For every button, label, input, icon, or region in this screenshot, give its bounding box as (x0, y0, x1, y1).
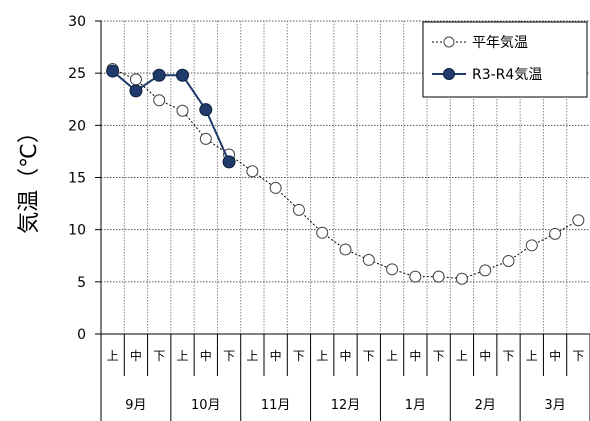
data-point-actual (176, 68, 189, 82)
month-label: 12月 (331, 398, 361, 413)
data-point-normal (129, 73, 142, 86)
y-tick-label: 0 (77, 327, 86, 343)
y-tick-label: 30 (68, 14, 86, 30)
data-point-normal (386, 263, 399, 276)
x-category-label: 中 (339, 348, 351, 363)
x-category-label: 下 (293, 349, 305, 363)
legend-marker (443, 36, 455, 48)
legend: 平年気温 R3-R4気温 (422, 21, 588, 98)
y-axis-label: 気温（℃） (17, 121, 42, 234)
data-point-actual (106, 64, 120, 78)
axes (95, 20, 590, 421)
data-point-normal (455, 272, 468, 285)
data-point-actual (199, 103, 213, 117)
x-category-label: 上 (107, 349, 119, 363)
x-category-label: 中 (200, 348, 212, 363)
x-category-label: 下 (363, 349, 375, 363)
y-tick-label: 20 (68, 118, 86, 134)
x-category-label: 中 (409, 348, 421, 363)
x-category-label: 上 (316, 349, 328, 363)
series-group (106, 62, 585, 285)
legend-marker (443, 68, 455, 80)
month-label: 11月 (261, 398, 291, 413)
x-category-label: 上 (526, 349, 538, 363)
month-label: 3月 (544, 398, 565, 413)
x-category-label: 上 (456, 349, 468, 363)
data-point-normal (432, 270, 445, 283)
month-label: 9月 (125, 398, 146, 413)
data-point-normal (199, 132, 212, 145)
x-category-label: 中 (479, 348, 491, 363)
y-tick-label: 10 (68, 223, 86, 239)
data-point-actual (129, 84, 143, 98)
legend-label: 平年気温 (472, 35, 528, 51)
data-point-normal (479, 264, 492, 277)
data-point-normal (572, 214, 585, 227)
data-point-actual (152, 68, 166, 82)
y-tick-label: 15 (68, 171, 86, 187)
month-label: 1月 (405, 398, 426, 413)
data-point-normal (153, 94, 166, 107)
data-point-normal (502, 254, 515, 267)
data-point-normal (525, 239, 538, 252)
data-point-normal (269, 181, 282, 194)
data-point-normal (176, 104, 189, 117)
legend-label: R3-R4気温 (472, 67, 542, 83)
x-category-label: 下 (572, 349, 584, 363)
x-category-labels: 上中下上中下上中下上中下上中下上中下上中下 (107, 348, 585, 363)
data-point-normal (362, 253, 375, 266)
data-point-normal (409, 270, 422, 283)
x-category-label: 下 (502, 349, 514, 363)
data-point-normal (549, 227, 562, 240)
x-category-label: 下 (433, 349, 445, 363)
y-tick-label: 25 (68, 66, 86, 82)
x-category-label: 下 (153, 349, 165, 363)
data-point-normal (339, 243, 352, 256)
data-point-normal (246, 165, 259, 178)
month-label: 10月 (191, 398, 221, 413)
x-category-label: 中 (130, 348, 142, 363)
x-category-label: 上 (246, 349, 258, 363)
data-point-actual (222, 155, 236, 169)
x-category-label: 上 (386, 349, 398, 363)
x-category-label: 上 (176, 349, 188, 363)
legend-box (422, 21, 588, 98)
month-label: 2月 (475, 398, 496, 413)
data-point-normal (292, 203, 305, 216)
x-category-label: 中 (270, 348, 282, 363)
month-labels: 9月 10月 11月 12月 1月 2月 3月 (125, 398, 565, 413)
y-tick-labels: 0 5 10 15 20 25 30 (68, 14, 86, 343)
x-category-label: 下 (223, 349, 235, 363)
y-tick-label: 5 (77, 275, 86, 291)
data-point-normal (316, 226, 329, 239)
x-category-label: 中 (549, 348, 561, 363)
